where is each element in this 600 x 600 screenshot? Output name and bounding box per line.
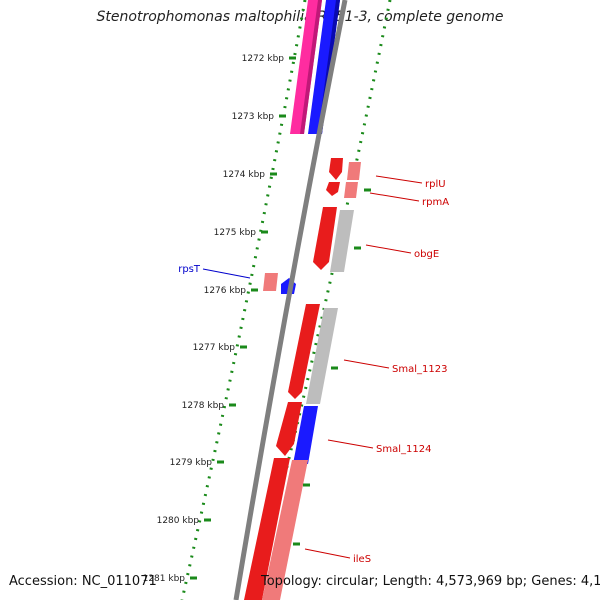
- kbp-tick-label: 1281 kbp: [143, 574, 186, 584]
- gene-label[interactable]: rplU: [425, 179, 446, 190]
- gene-leader-line: [304, 548, 351, 559]
- kbp-tick-label: 1278 kbp: [182, 401, 225, 411]
- map-title: Stenotrophomonas maltophilia R551-3, com…: [96, 9, 504, 25]
- feature-block-smal-1124-blue: [293, 406, 318, 464]
- gene-leader-line: [365, 244, 412, 254]
- kbp-tick-label: 1272 kbp: [242, 54, 285, 64]
- gene-label[interactable]: rpsT: [178, 264, 201, 275]
- feature-arrow-obgE: [313, 207, 337, 270]
- feature-block-rpmA-pink: [344, 182, 358, 198]
- gene-leader-line: [369, 192, 420, 202]
- kbp-tick-label: 1273 kbp: [232, 112, 275, 122]
- kbp-tick-label: 1276 kbp: [204, 286, 247, 296]
- gene-leader-line: [202, 268, 251, 279]
- gene-leader-line: [327, 439, 374, 449]
- feature-block-rpsT-pink: [263, 273, 278, 291]
- kbp-tick-label: 1275 kbp: [214, 228, 257, 238]
- feature-arrow-smal-1124: [276, 402, 302, 456]
- gene-leader-line: [375, 175, 423, 184]
- feature-arrow-smal-1123: [288, 304, 320, 399]
- kbp-tick-label: 1279 kbp: [170, 458, 213, 468]
- feature-block-magenta-shade: [300, 0, 322, 134]
- feature-block-rplU-pink: [347, 162, 361, 180]
- feature-block-ileS-pink: [262, 460, 308, 600]
- gene-label[interactable]: ileS: [353, 554, 371, 565]
- gene-label[interactable]: rpmA: [422, 197, 449, 208]
- topology-text: Topology: circular; Length: 4,573,969 bp…: [261, 574, 600, 589]
- outer-dotted-guide: [252, 0, 392, 600]
- feature-arrow-rplU: [329, 158, 343, 180]
- feature-block-smal-1123-gray: [306, 308, 338, 404]
- genome-backbone: [233, 0, 348, 600]
- gene-leader-line: [343, 359, 390, 369]
- gene-label[interactable]: Smal_1124: [376, 444, 431, 455]
- gene-label[interactable]: Smal_1123: [392, 364, 447, 375]
- gene-label[interactable]: obgE: [414, 249, 439, 260]
- kbp-tick-label: 1274 kbp: [223, 170, 266, 180]
- accession-text: Accession: NC_011071: [9, 574, 157, 589]
- feature-block-ileS-red: [244, 458, 290, 600]
- feature-block-obgE-gray: [330, 210, 354, 272]
- feature-arrow-rpmA: [326, 182, 340, 196]
- kbp-tick-label: 1280 kbp: [157, 516, 200, 526]
- kbp-tick-label: 1277 kbp: [193, 343, 236, 353]
